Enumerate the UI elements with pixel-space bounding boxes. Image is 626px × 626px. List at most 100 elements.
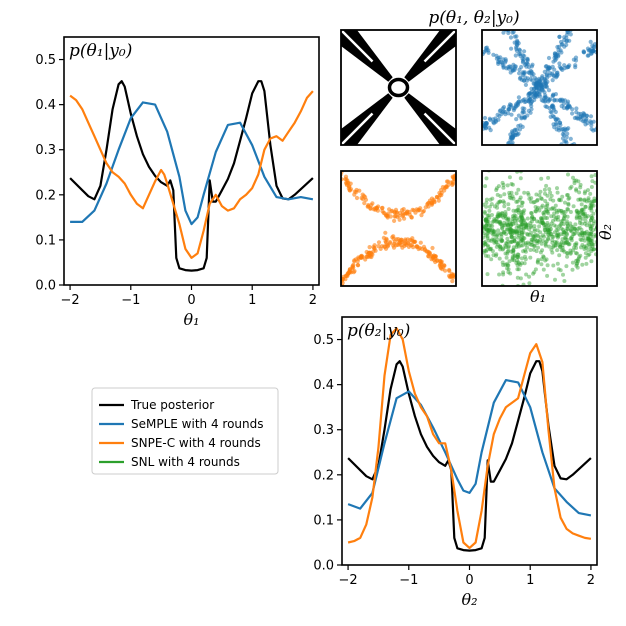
sample-point bbox=[469, 136, 473, 140]
sample-point bbox=[501, 199, 506, 204]
sample-point bbox=[569, 147, 573, 151]
sample-point bbox=[541, 212, 546, 217]
sample-point bbox=[555, 233, 560, 238]
sample-point bbox=[378, 246, 383, 251]
sample-point bbox=[576, 210, 581, 215]
sample-point bbox=[518, 224, 523, 229]
density-arm-gap bbox=[341, 30, 374, 63]
sample-point bbox=[392, 209, 397, 214]
sample-point bbox=[559, 219, 564, 224]
sample-point bbox=[490, 249, 495, 254]
sample-point bbox=[519, 99, 524, 104]
sample-point bbox=[355, 259, 360, 264]
sample-point bbox=[510, 231, 515, 236]
sample-point bbox=[516, 113, 522, 118]
sample-point bbox=[505, 263, 510, 268]
sample-point bbox=[539, 220, 544, 225]
sample-point bbox=[488, 227, 493, 232]
sample-point bbox=[488, 197, 493, 202]
sample-point bbox=[512, 238, 517, 243]
sample-point bbox=[511, 196, 516, 201]
sample-point bbox=[498, 214, 503, 218]
sample-point bbox=[484, 228, 489, 233]
sample-point bbox=[588, 119, 593, 124]
sample-point bbox=[500, 238, 505, 243]
sample-point bbox=[443, 184, 448, 189]
sample-point bbox=[543, 243, 548, 248]
sample-point bbox=[522, 49, 527, 54]
sample-point bbox=[557, 253, 562, 258]
sample-point bbox=[561, 232, 566, 237]
sample-point bbox=[549, 104, 554, 109]
sample-point bbox=[550, 240, 555, 245]
sample-point bbox=[527, 274, 532, 279]
sample-point bbox=[385, 244, 390, 249]
sample-point bbox=[511, 248, 516, 253]
sample-point bbox=[516, 240, 521, 245]
sample-point bbox=[550, 238, 555, 243]
sample-point bbox=[574, 242, 579, 247]
sample-point bbox=[485, 227, 490, 232]
sample-point bbox=[429, 200, 434, 205]
sample-point bbox=[510, 219, 515, 224]
sample-point bbox=[532, 217, 537, 222]
sample-point bbox=[496, 211, 501, 216]
sample-point bbox=[565, 193, 570, 197]
sample-point bbox=[520, 70, 526, 75]
sample-point bbox=[535, 197, 540, 202]
sample-point bbox=[501, 270, 506, 275]
sample-point bbox=[550, 78, 555, 83]
sample-point bbox=[510, 194, 515, 199]
sample-point bbox=[418, 206, 423, 211]
sample-point bbox=[492, 237, 497, 242]
sample-point bbox=[574, 261, 579, 266]
sample-point bbox=[536, 257, 541, 262]
sample-point bbox=[582, 221, 587, 226]
sample-point bbox=[556, 232, 561, 237]
sample-point bbox=[500, 211, 505, 215]
x-tick-label: −1 bbox=[399, 573, 418, 588]
sample-point bbox=[529, 230, 533, 235]
sample-point bbox=[509, 232, 514, 237]
sample-point bbox=[600, 125, 604, 129]
sample-point bbox=[525, 231, 530, 236]
sample-point bbox=[532, 224, 537, 229]
sample-point bbox=[490, 220, 495, 225]
sample-point bbox=[564, 219, 569, 224]
joint-panel-3 bbox=[481, 170, 598, 287]
sample-point bbox=[541, 267, 546, 272]
sample-point bbox=[488, 247, 493, 251]
sample-point bbox=[600, 126, 604, 130]
sample-point bbox=[500, 148, 504, 152]
sample-point bbox=[516, 223, 521, 228]
sample-point bbox=[586, 236, 591, 241]
sample-point bbox=[514, 199, 519, 204]
sample-point bbox=[432, 200, 437, 205]
sample-point bbox=[532, 270, 537, 275]
sample-point bbox=[514, 225, 519, 230]
sample-point bbox=[569, 22, 573, 26]
sample-point bbox=[587, 238, 592, 242]
sample-point bbox=[551, 214, 556, 219]
sample-point bbox=[531, 234, 536, 239]
sample-point bbox=[509, 228, 514, 233]
sample-point bbox=[484, 217, 488, 222]
sample-point bbox=[494, 244, 499, 249]
sample-point bbox=[394, 237, 399, 242]
sample-point bbox=[570, 234, 575, 239]
sample-point bbox=[516, 252, 521, 257]
sample-point bbox=[499, 239, 504, 244]
sample-point bbox=[413, 210, 418, 215]
sample-point bbox=[608, 41, 612, 45]
sample-point bbox=[533, 83, 538, 88]
sample-point bbox=[494, 188, 499, 192]
sample-point bbox=[484, 216, 489, 221]
sample-point bbox=[400, 214, 405, 219]
sample-point bbox=[485, 227, 489, 232]
sample-point bbox=[519, 227, 524, 232]
sample-point bbox=[505, 251, 510, 256]
sample-point bbox=[539, 176, 544, 181]
sample-point bbox=[495, 192, 500, 197]
sample-point bbox=[525, 240, 530, 245]
sample-point bbox=[517, 231, 522, 236]
